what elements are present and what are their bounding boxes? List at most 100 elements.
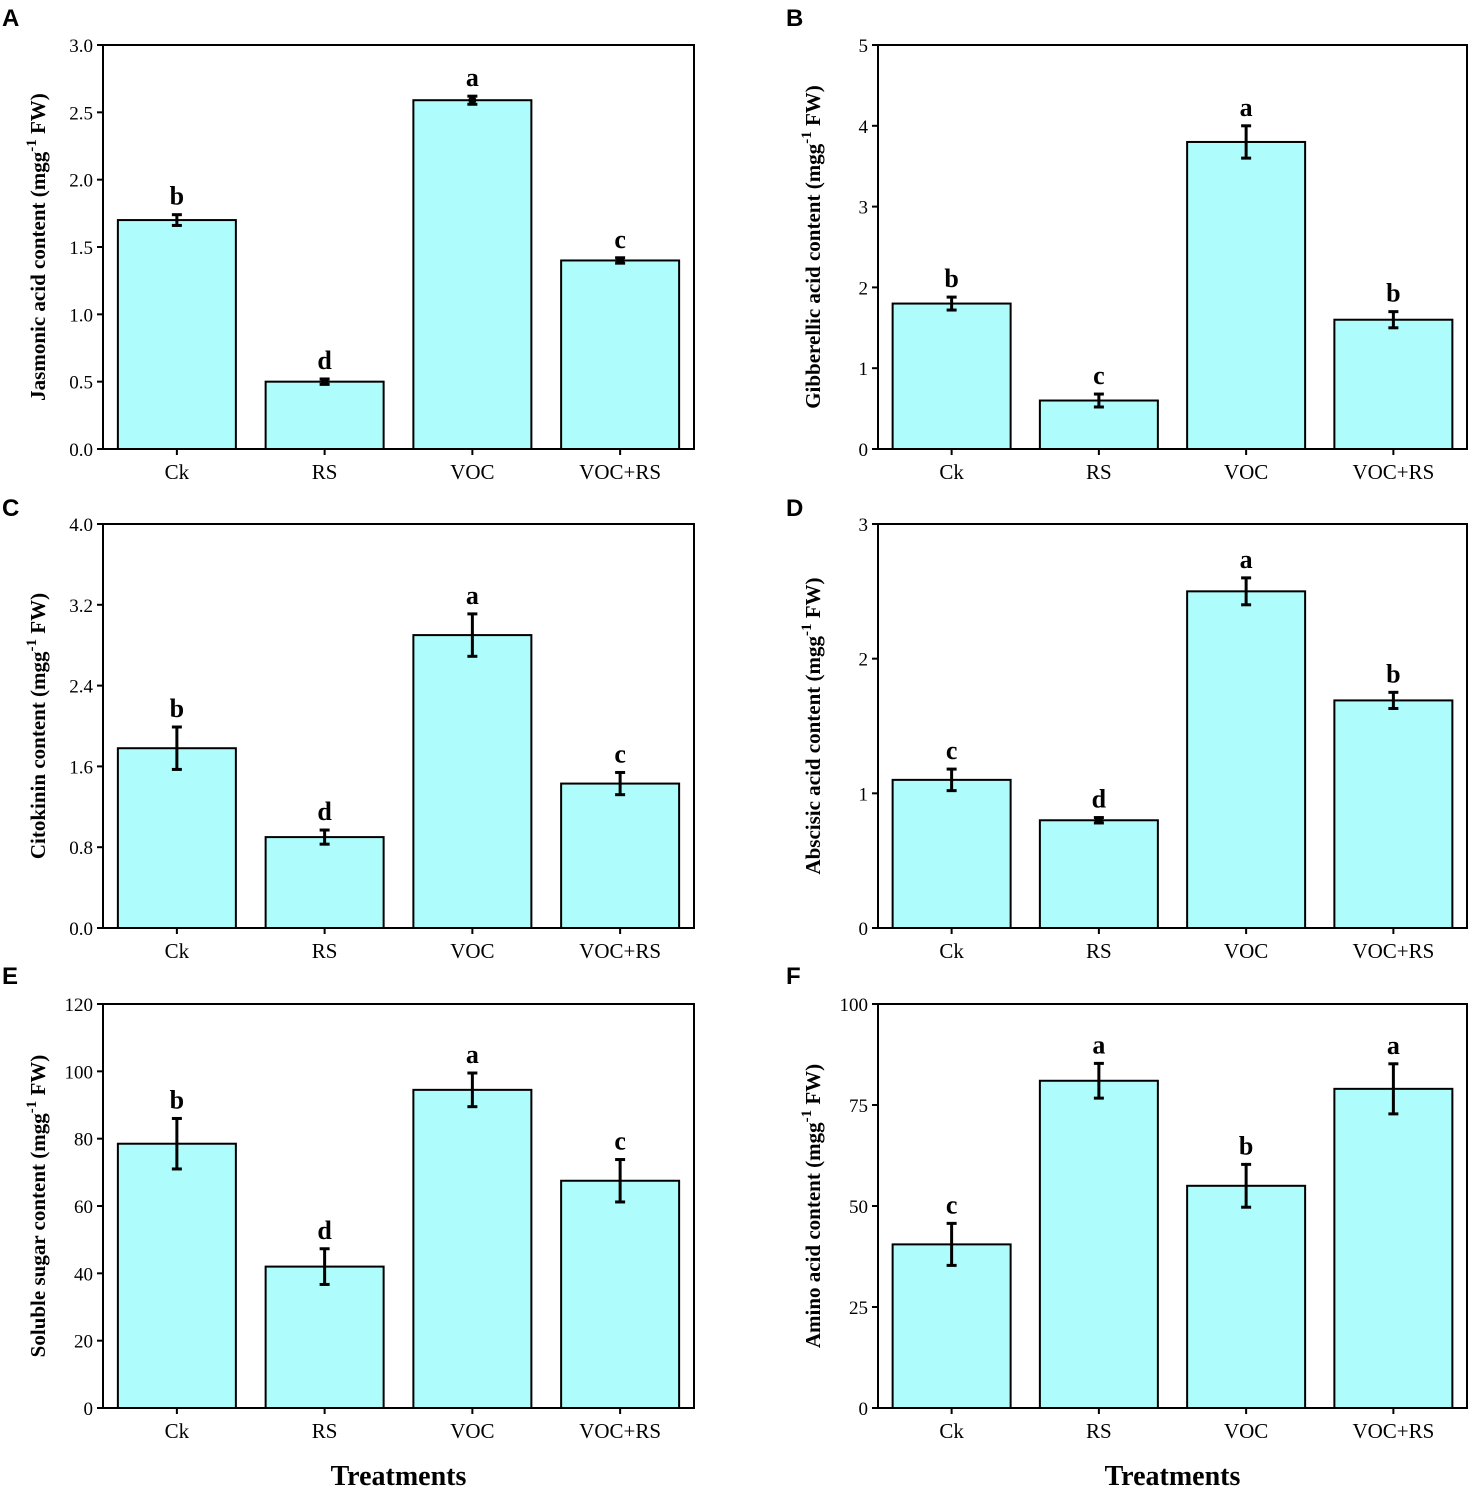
bar-ck xyxy=(891,302,1012,450)
x-axis-title: Treatments xyxy=(331,1461,467,1492)
panel-letter: F xyxy=(786,963,801,990)
significance-letter: b xyxy=(1386,659,1400,688)
error-bar xyxy=(946,767,957,793)
y-axis-title: Abscisic acid content (mgg-1 FW) xyxy=(799,577,825,874)
panel-letter: C xyxy=(2,495,19,522)
y-tick-label: 2 xyxy=(859,278,869,299)
y-tick-label: 100 xyxy=(65,1062,94,1083)
bar-rs xyxy=(1038,1079,1159,1409)
y-tick-label: 1.5 xyxy=(69,238,93,259)
y-tick-label: 0 xyxy=(859,440,869,461)
y-tick-label: 2.5 xyxy=(69,103,93,124)
x-tick-label: VOC xyxy=(1224,1419,1268,1443)
bar-voc-plus-rs xyxy=(560,259,681,451)
error-bar xyxy=(1093,1061,1104,1100)
bar-ck xyxy=(116,1142,237,1409)
y-tick-label: 1.0 xyxy=(69,305,93,326)
y-tick-label: 1.6 xyxy=(69,757,93,778)
error-bar xyxy=(946,295,957,312)
significance-letter: a xyxy=(1240,545,1253,574)
y-tick-label: 3.2 xyxy=(69,596,93,617)
significance-letter: b xyxy=(170,182,184,211)
significance-letter: a xyxy=(466,581,479,610)
significance-letter: c xyxy=(1093,361,1105,390)
significance-letter: b xyxy=(944,264,958,293)
significance-letter: c xyxy=(946,1190,958,1219)
y-tick-label: 2.0 xyxy=(69,171,93,192)
error-bar xyxy=(1241,124,1252,160)
y-tick-label: 20 xyxy=(74,1332,93,1353)
chart-panel-e: Eb Ck d RS a VOC c VOC+RS 0 20 40 60 80 100 120 Soluble… xyxy=(2,963,695,1492)
y-tick-label: 4 xyxy=(859,117,869,138)
bar-voc xyxy=(1186,140,1307,451)
x-tick-label: VOC xyxy=(1224,939,1268,963)
x-tick-label: VOC+RS xyxy=(1352,460,1434,484)
bar-voc xyxy=(412,634,533,929)
significance-letter: c xyxy=(614,225,626,254)
bar-ck xyxy=(116,219,237,450)
bar-voc-plus-rs xyxy=(1333,1087,1454,1409)
error-bar xyxy=(467,1071,478,1109)
x-tick-label: RS xyxy=(312,1419,338,1443)
y-axis-title: Citokinin content (mgg-1 FW) xyxy=(24,593,50,859)
x-tick-label: Ck xyxy=(939,939,964,963)
bar-voc-plus-rs xyxy=(560,782,681,929)
bar-ck xyxy=(891,1243,1012,1409)
bar-rs xyxy=(264,380,385,450)
panel-letter: E xyxy=(2,963,18,990)
chart-panel-d: Dc Ck d RS a VOC b VOC+RS 0 1 2 3 Abscisic acid cont… xyxy=(786,495,1468,963)
y-tick-label: 0 xyxy=(859,1399,869,1420)
x-tick-label: RS xyxy=(312,939,338,963)
error-bar xyxy=(171,725,182,771)
x-tick-label: RS xyxy=(1086,1419,1112,1443)
significance-letter: b xyxy=(170,1085,184,1114)
y-tick-label: 1 xyxy=(859,784,869,805)
y-tick-label: 0.0 xyxy=(69,440,93,461)
bar-voc-plus-rs xyxy=(1333,318,1454,450)
significance-letter: d xyxy=(1092,785,1107,814)
y-tick-label: 40 xyxy=(74,1264,93,1285)
y-axis-title: Gibberellic acid content (mgg-1 FW) xyxy=(799,85,825,409)
chart-panel-a: Ab Ck d RS a VOC c VOC+RS 0.0 0.5 1.0 1.5 2.0 2.5 3.0 J… xyxy=(2,5,695,484)
error-bar xyxy=(319,377,330,386)
error-bar xyxy=(171,213,182,227)
plot-frame xyxy=(102,523,695,929)
y-tick-label: 3 xyxy=(859,198,869,219)
bar-ck xyxy=(116,747,237,929)
chart-panel-c: Cb Ck d RS a VOC c VOC+RS 0.0 0.8 1.6 2.4 3.2 4.0 Cito… xyxy=(2,495,695,963)
error-bar xyxy=(319,828,330,846)
significance-letter: b xyxy=(1239,1131,1253,1160)
y-tick-label: 100 xyxy=(840,995,869,1016)
y-tick-label: 0.0 xyxy=(69,919,93,940)
y-tick-label: 0.5 xyxy=(69,373,93,394)
x-tick-label: VOC xyxy=(450,460,494,484)
x-tick-label: VOC+RS xyxy=(1352,939,1434,963)
x-tick-label: VOC+RS xyxy=(579,939,661,963)
x-tick-label: VOC+RS xyxy=(1352,1419,1434,1443)
significance-letter: b xyxy=(1386,279,1400,308)
error-bar xyxy=(1093,392,1104,409)
x-axis-title: Treatments xyxy=(1105,1461,1241,1492)
y-tick-label: 75 xyxy=(849,1096,868,1117)
bar-rs xyxy=(264,836,385,929)
y-tick-label: 2 xyxy=(859,650,869,671)
bar-rs xyxy=(1038,819,1159,929)
bar-voc-plus-rs xyxy=(1333,699,1454,929)
x-tick-label: RS xyxy=(1086,460,1112,484)
y-tick-label: 0.8 xyxy=(69,838,93,859)
y-tick-label: 2.4 xyxy=(69,677,93,698)
significance-letter: d xyxy=(317,346,332,375)
y-tick-label: 120 xyxy=(65,995,94,1016)
y-tick-label: 50 xyxy=(849,1197,868,1218)
significance-letter: c xyxy=(614,1127,626,1156)
chart-panel-f: Fc Ck a RS b VOC a VOC+RS 0 25 50 75 100 Amino acid c… xyxy=(786,963,1468,1492)
y-tick-label: 5 xyxy=(859,36,869,57)
bar-voc xyxy=(412,1088,533,1409)
significance-letter: a xyxy=(1240,93,1253,122)
error-bar xyxy=(615,1158,626,1204)
bar-rs xyxy=(264,1265,385,1409)
y-tick-label: 25 xyxy=(849,1298,868,1319)
x-tick-label: VOC xyxy=(450,939,494,963)
bar-voc xyxy=(412,99,533,450)
